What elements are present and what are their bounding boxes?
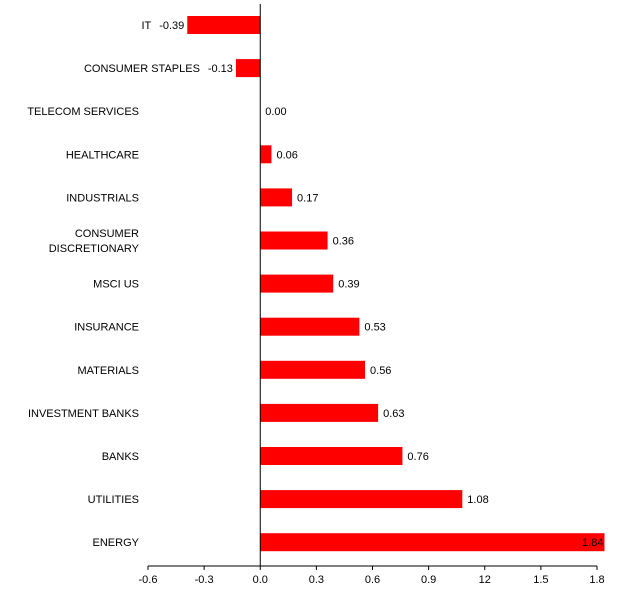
bar	[260, 360, 366, 379]
value-label: 1.84	[582, 537, 603, 549]
value-label: 0.76	[407, 451, 428, 463]
x-tick-label: 0.0	[253, 574, 268, 586]
bar	[235, 59, 261, 78]
category-label: DISCRETIONARY	[49, 243, 140, 255]
bar	[260, 231, 328, 250]
category-label: IT	[142, 20, 152, 32]
bar	[260, 403, 379, 422]
x-tick-label: -0.3	[195, 574, 214, 586]
x-tick-label: 1.8	[589, 574, 604, 586]
value-label: 0.06	[276, 149, 297, 161]
category-label: UTILITIES	[88, 494, 139, 506]
bar	[260, 145, 272, 164]
value-label: -0.13	[208, 63, 233, 75]
value-label: 0.17	[297, 192, 318, 204]
x-tick-label: 0.9	[421, 574, 436, 586]
category-label: CONSUMER	[75, 228, 139, 240]
value-labels-group: -0.39 -0.13 0.00 0.06 0.17 0.36 0.39 0.53 0.56 0.…	[159, 20, 603, 549]
category-label: HEALTHCARE	[66, 149, 139, 161]
category-label: MSCI US	[93, 279, 139, 291]
bar	[260, 533, 605, 552]
value-label: 0.00	[265, 106, 286, 118]
bar	[260, 274, 334, 293]
x-tick-label: 12	[479, 574, 491, 586]
bar	[187, 16, 261, 34]
category-labels-group: IT CONSUMER STAPLES TELECOM SERVICES HEALTH…	[27, 20, 200, 549]
value-label: 0.39	[338, 279, 359, 291]
category-label: ENERGY	[93, 537, 140, 549]
bars-group	[187, 16, 605, 552]
category-label: MATERIALS	[77, 365, 139, 377]
value-label: 1.08	[467, 494, 488, 506]
value-label: -0.39	[159, 20, 184, 32]
x-tick-label: 1.5	[533, 574, 548, 586]
bar	[260, 317, 360, 336]
category-label: INDUSTRIALS	[66, 192, 139, 204]
bar	[260, 447, 403, 465]
bar	[260, 490, 463, 509]
category-label: TELECOM SERVICES	[27, 106, 139, 118]
value-label: 0.56	[370, 365, 391, 377]
value-label: 0.53	[364, 322, 385, 334]
category-label: INSURANCE	[74, 322, 139, 334]
bar	[260, 188, 293, 207]
category-label: CONSUMER STAPLES	[84, 63, 200, 75]
value-label: 0.63	[383, 408, 404, 420]
value-label: 0.36	[333, 236, 354, 248]
category-label: BANKS	[102, 451, 139, 463]
x-tick-label: 0.6	[365, 574, 380, 586]
x-tick-label: -0.6	[139, 574, 158, 586]
x-ticks-group: -0.6 -0.3 0.0 0.3 0.6 0.9 12 1.5 1.8	[139, 566, 605, 586]
category-label: INVESTMENT BANKS	[28, 408, 139, 420]
x-tick-label: 0.3	[309, 574, 324, 586]
